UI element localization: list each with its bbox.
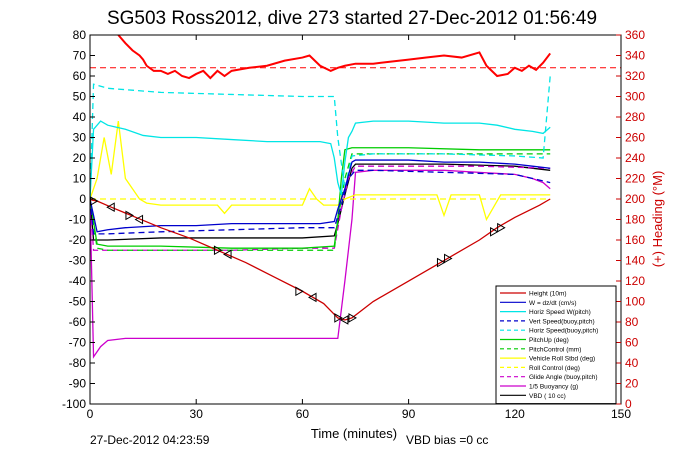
y2-tick-label-1: 20 (625, 377, 639, 391)
legend-label-1: W = dz/dt (cm/s) (529, 300, 577, 307)
legend-label-10: 1/5 Buoyancy (g) (529, 384, 578, 391)
y-tick-label-8: -20 (69, 233, 87, 247)
right-axis-label: (+) Heading (°M) (650, 171, 665, 268)
y2-tick-label-14: 280 (625, 110, 645, 124)
x-axis-label: Time (minutes) (311, 426, 397, 441)
y2-tick-label-11: 220 (625, 172, 645, 186)
y-tick-label-5: -50 (69, 295, 87, 309)
y-tick-label-7: -30 (69, 254, 87, 268)
y2-tick-label-16: 320 (625, 69, 645, 83)
y2-tick-label-7: 140 (625, 254, 645, 268)
y2-tick-label-13: 260 (625, 131, 645, 145)
y-tick-label-16: 60 (73, 69, 87, 83)
y-tick-label-10: 0 (79, 192, 86, 206)
y2-tick-label-6: 120 (625, 274, 645, 288)
y-tick-label-11: 10 (73, 172, 87, 186)
series-line-3 (90, 169, 551, 235)
y2-tick-label-17: 340 (625, 49, 645, 63)
descent-marker-3 (134, 214, 144, 225)
ascent-marker-1 (444, 253, 453, 264)
x-tick-label-1: 30 (190, 407, 204, 421)
y2-tick-label-8: 160 (625, 233, 645, 247)
vbd-bias-label: VBD bias =0 cc (406, 433, 488, 447)
series-line-heading (117, 35, 551, 80)
legend-label-8: Roll Control (deg) (529, 365, 580, 372)
x-tick-label-0: 0 (87, 407, 94, 421)
series-line-4 (90, 75, 551, 200)
legend-label-7: Vehicle Roll Stbd (deg) (529, 356, 595, 363)
y-tick-label-0: -100 (62, 397, 86, 411)
legend-label-6: PitchControl (mm) (529, 346, 581, 353)
y2-tick-label-0: 0 (625, 397, 632, 411)
y2-tick-label-15: 300 (625, 90, 645, 104)
legend-label-9: Glide Angle (buoy,pitch) (529, 374, 598, 381)
series-line-1 (90, 159, 551, 233)
descent-marker-4 (213, 245, 223, 256)
footer-timestamp: 27-Dec-2012 04:23:59 (90, 433, 210, 447)
x-tick-label-5: 150 (611, 407, 631, 421)
legend-label-4: Horiz Speed(buoy,pitch) (529, 328, 598, 335)
descent-marker-8 (334, 313, 343, 323)
y2-tick-label-5: 100 (625, 295, 645, 309)
descent-marker-2 (125, 210, 134, 221)
ascent-marker-0 (436, 257, 446, 268)
y-tick-label-9: -10 (69, 213, 87, 227)
ascent-marker-3 (497, 222, 506, 233)
x-tick-label-2: 60 (296, 407, 310, 421)
y-tick-label-3: -70 (69, 336, 87, 350)
series-line-10 (90, 169, 551, 359)
y2-tick-label-12: 240 (625, 151, 645, 165)
legend-label-0: Height (10m) (529, 291, 567, 298)
series-line-2 (90, 120, 551, 200)
descent-marker-1 (106, 202, 115, 213)
x-tick-label-3: 90 (402, 407, 416, 421)
legend-label-5: PitchUp (deg) (529, 337, 569, 344)
x-tick-label-4: 120 (505, 407, 525, 421)
descent-marker-6 (295, 286, 304, 297)
descent-marker-9 (339, 315, 349, 325)
y-tick-label-1: -90 (69, 377, 87, 391)
ascent-marker-2 (490, 226, 499, 237)
y-tick-label-14: 40 (73, 110, 87, 124)
y-tick-label-6: -40 (69, 274, 87, 288)
y2-tick-label-3: 60 (625, 336, 639, 350)
y-tick-label-4: -60 (69, 315, 87, 329)
y2-tick-label-10: 200 (625, 192, 645, 206)
y2-tick-label-9: 180 (625, 213, 645, 227)
y-tick-label-18: 80 (73, 28, 87, 42)
chart-title: SG503 Ross2012, dive 273 started 27-Dec-… (107, 8, 597, 29)
descent-marker-7 (308, 292, 317, 303)
series-line-0 (90, 198, 551, 321)
y-tick-label-12: 20 (73, 151, 87, 165)
y-tick-label-13: 30 (73, 131, 87, 145)
legend-label-11: VBD ( 10 cc) (529, 393, 566, 400)
y2-tick-label-4: 80 (625, 315, 639, 329)
series-line-7 (90, 121, 551, 222)
y2-tick-label-2: 40 (625, 356, 639, 370)
legend-box (495, 285, 617, 405)
y2-tick-label-18: 360 (625, 28, 645, 42)
legend-label-2: Horiz Speed W(pitch) (529, 309, 591, 316)
descent-marker-5 (223, 249, 232, 260)
legend-label-3: Vert Speed(buoy,pitch) (529, 318, 595, 325)
descent-marker-10 (348, 313, 357, 323)
y-tick-label-17: 70 (73, 49, 87, 63)
series-line-5 (90, 147, 551, 249)
y-tick-label-15: 50 (73, 90, 87, 104)
y-tick-label-2: -80 (69, 356, 87, 370)
